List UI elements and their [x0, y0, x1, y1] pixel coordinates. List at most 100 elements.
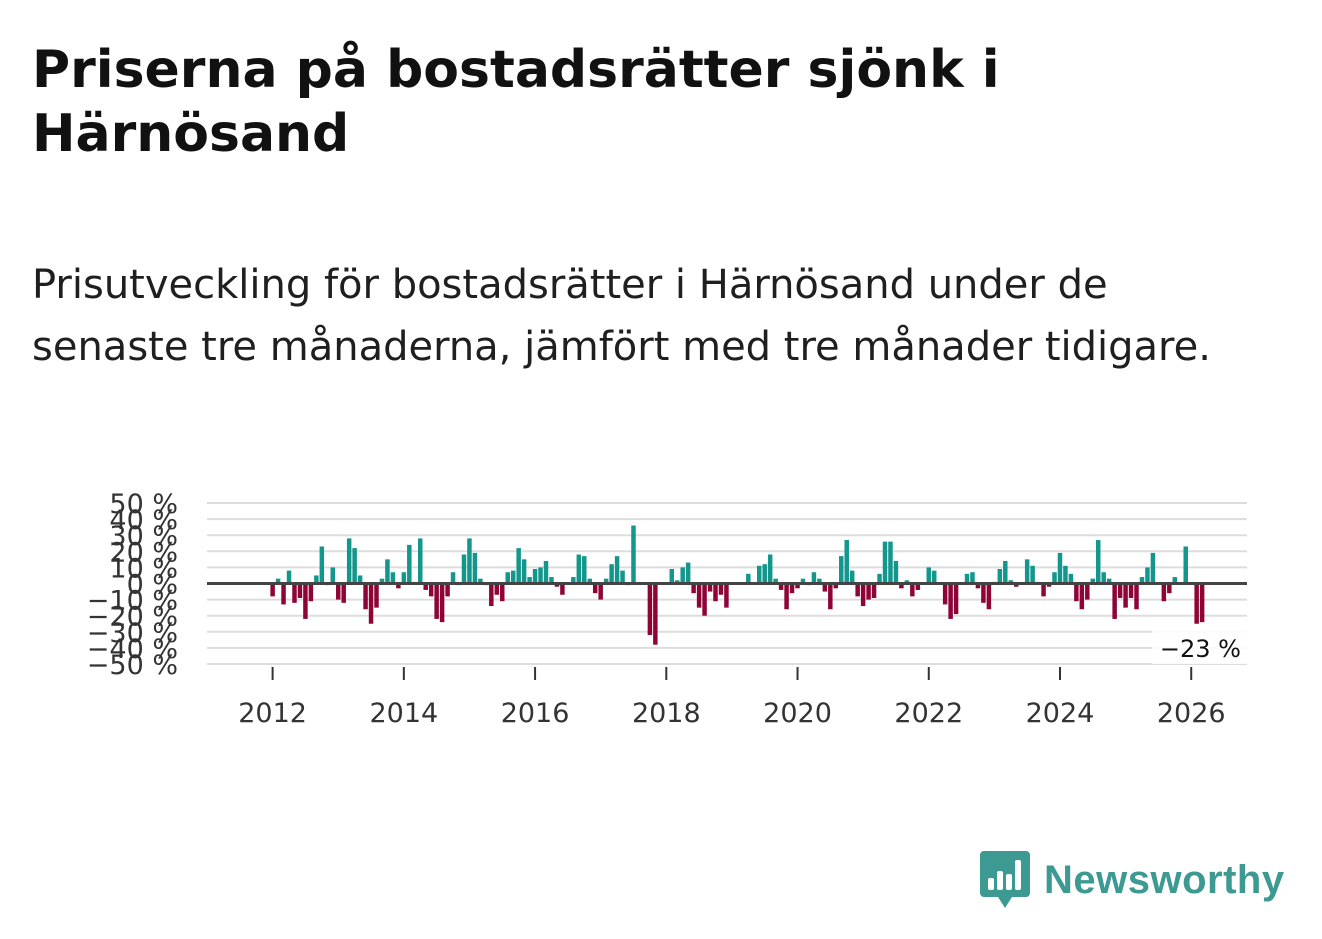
- x-tick-label: 2012: [238, 698, 307, 729]
- bar: [335, 583, 341, 600]
- bar: [975, 583, 981, 589]
- y-tick-label: −30 %: [87, 618, 178, 649]
- bar: [970, 572, 975, 584]
- bar: [1013, 583, 1019, 587]
- bar: [1074, 583, 1079, 602]
- bar: [516, 548, 521, 584]
- bar: [532, 569, 538, 584]
- bar: [822, 583, 828, 592]
- bar: [718, 583, 724, 595]
- bar: [1117, 583, 1123, 598]
- bar: [1063, 565, 1068, 584]
- bar: [844, 540, 849, 584]
- x-axis: 2012 2014 2016 2018 2020 2022 2024 2026: [238, 667, 1226, 729]
- bar: [784, 583, 789, 610]
- bar: [789, 583, 795, 594]
- bar: [631, 525, 636, 584]
- bar: [1167, 583, 1172, 594]
- bar: [899, 583, 904, 589]
- bar: [472, 552, 478, 584]
- bar: [582, 556, 587, 584]
- annotation-label: −23 %: [1160, 635, 1241, 663]
- bar: [1085, 583, 1090, 600]
- bar: [953, 583, 959, 615]
- bar: [374, 583, 379, 608]
- bar: [871, 583, 877, 598]
- newsworthy-logo: Newsworthy: [980, 850, 1285, 910]
- bar: [849, 570, 855, 584]
- bar: [713, 583, 718, 602]
- bar: [674, 580, 680, 584]
- bar: [926, 567, 931, 584]
- bar: [860, 583, 866, 607]
- bar: [467, 538, 472, 584]
- bar-chart: 50 %40 %30 %20 %10 %0 %−10 %−20 %−30 %−4…: [87, 489, 1253, 729]
- bar: [773, 578, 778, 584]
- bar: [1052, 572, 1057, 584]
- bar: [981, 583, 986, 603]
- bar: [434, 583, 439, 619]
- bar: [680, 567, 685, 584]
- bar: [986, 583, 992, 610]
- bar: [379, 578, 385, 584]
- bar: [428, 583, 434, 597]
- bar: [724, 583, 729, 608]
- bar: [598, 583, 603, 600]
- bar: [571, 577, 576, 584]
- bar: [1024, 559, 1030, 584]
- bar: [653, 583, 658, 645]
- bar: [368, 583, 374, 624]
- bar: [308, 583, 314, 602]
- bar: [352, 548, 357, 584]
- bar: [817, 578, 822, 584]
- bar: [538, 567, 543, 584]
- bar: [396, 583, 401, 589]
- bar: [423, 583, 428, 590]
- y-axis-labels: 50 %40 %30 %20 %10 %0 %−10 %−20 %−30 %−4…: [87, 489, 178, 681]
- bar: [445, 583, 450, 597]
- newsworthy-logo-icon: [980, 851, 1030, 908]
- bar: [390, 572, 396, 584]
- bar: [461, 554, 467, 584]
- bar: [1106, 578, 1112, 584]
- bar: [669, 569, 674, 584]
- bar: [543, 560, 549, 584]
- bar: [1046, 583, 1052, 587]
- bar: [527, 577, 532, 584]
- bar: [319, 546, 325, 584]
- bar: [685, 562, 691, 584]
- bar: [1057, 552, 1063, 584]
- bar: [778, 583, 784, 590]
- bar: [450, 572, 456, 584]
- y-tick-label: 20 %: [109, 537, 178, 568]
- bar: [560, 583, 565, 595]
- bar: [948, 583, 953, 619]
- bar: [707, 583, 713, 592]
- bar: [620, 570, 625, 584]
- bar: [549, 577, 554, 584]
- bar: [795, 583, 800, 589]
- bar: [521, 559, 527, 584]
- bar: [614, 556, 620, 584]
- bar: [931, 570, 937, 584]
- bar: [696, 583, 702, 608]
- y-tick-label: −50 %: [87, 650, 178, 681]
- bar: [866, 583, 871, 600]
- bar: [800, 578, 806, 584]
- bar: [910, 583, 915, 597]
- y-tick-label: 40 %: [109, 505, 178, 536]
- bar: [1090, 578, 1096, 584]
- bar: [1101, 572, 1106, 584]
- bar: [439, 583, 445, 623]
- y-tick-label: 30 %: [109, 521, 178, 552]
- bar: [964, 573, 970, 584]
- bar: [603, 578, 609, 584]
- bar: [1194, 583, 1199, 624]
- bar: [500, 583, 505, 602]
- y-tick-label: −40 %: [87, 634, 178, 665]
- bar: [855, 583, 860, 597]
- x-tick-label: 2020: [763, 698, 832, 729]
- bar: [1150, 552, 1156, 584]
- brand-name: Newsworthy: [1044, 857, 1285, 902]
- bar: [762, 564, 767, 584]
